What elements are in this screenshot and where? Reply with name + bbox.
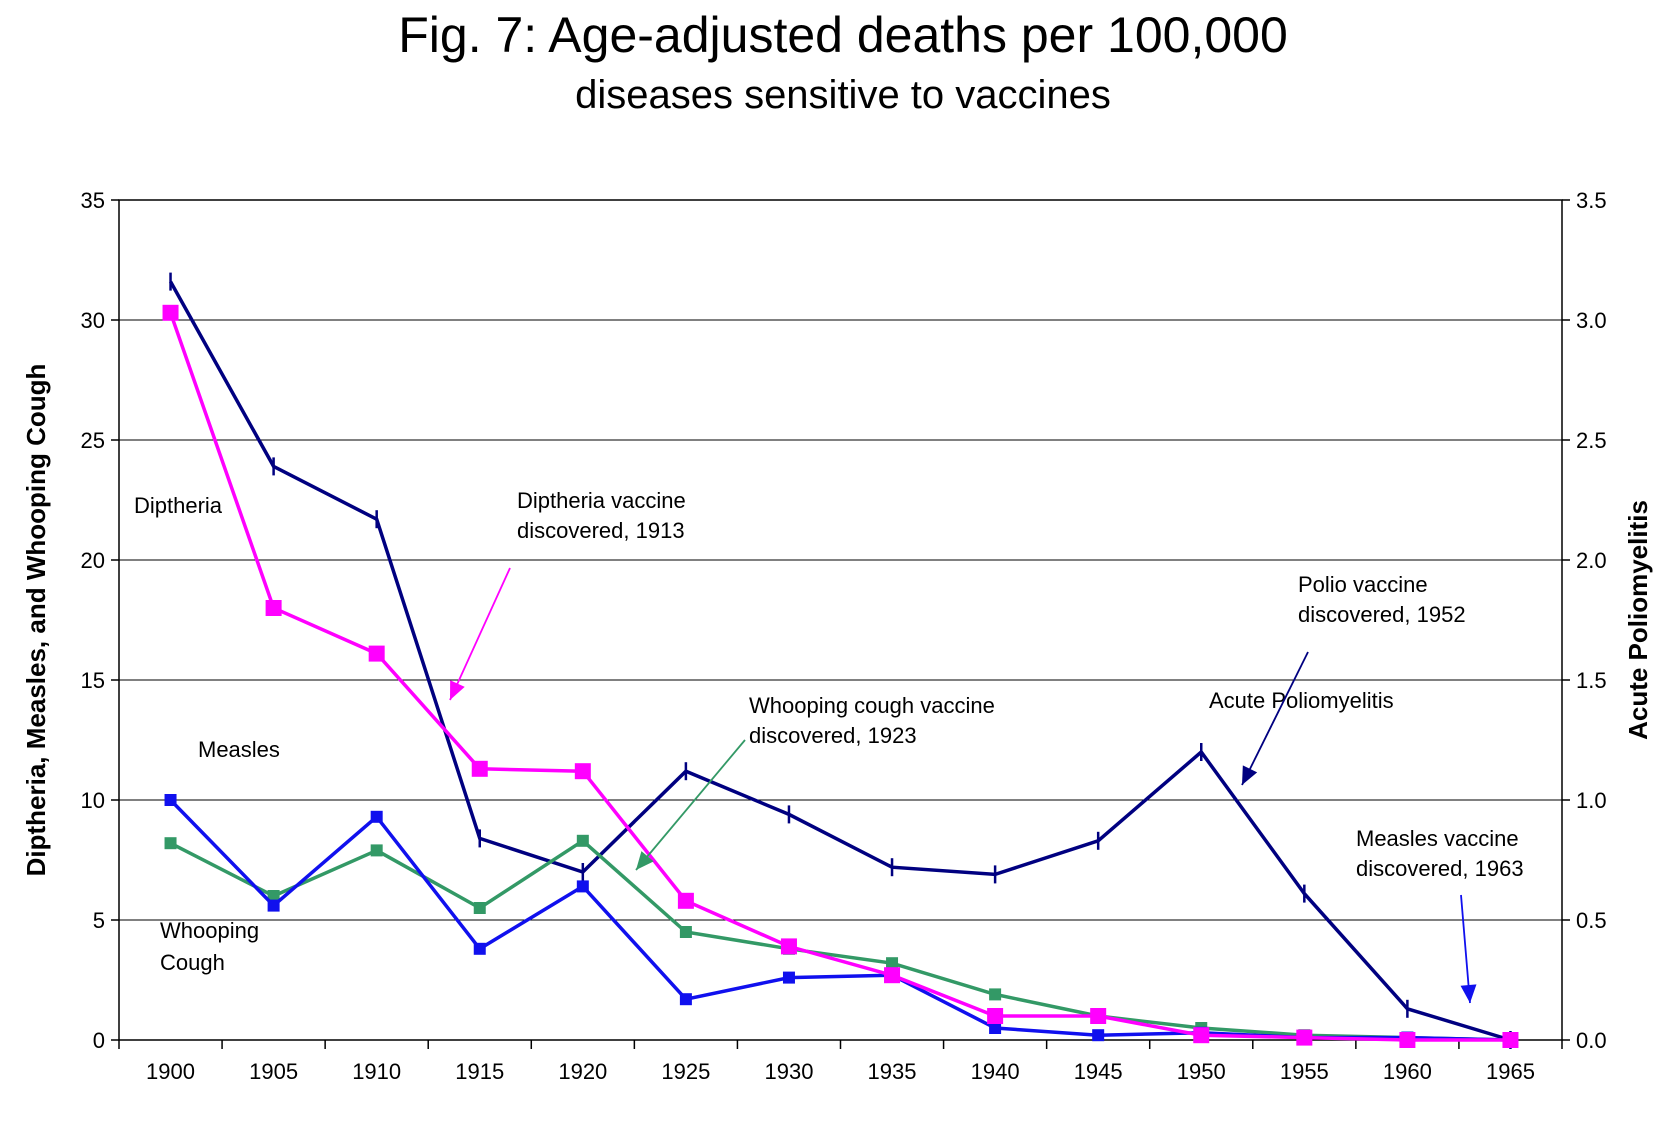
measles-point <box>782 971 795 984</box>
x-tick-label: 1960 <box>1383 1059 1432 1084</box>
annotation-text: discovered, 1963 <box>1356 856 1524 881</box>
measles-point <box>164 794 177 806</box>
annotation-arrow <box>635 739 746 871</box>
diptheria-point <box>1193 1027 1210 1044</box>
annotation-arrow <box>1460 894 1471 1004</box>
diptheria-point <box>1502 1032 1519 1048</box>
diptheria-point <box>265 600 282 616</box>
diptheria-point <box>884 967 901 984</box>
y-tick-label: 25 <box>81 428 105 453</box>
measles-point <box>370 810 383 823</box>
series-label: Whooping <box>160 918 259 943</box>
x-tick-label: 1910 <box>352 1059 401 1084</box>
x-tick-label: 1920 <box>558 1059 607 1084</box>
annotation-arrowhead <box>1460 984 1477 1003</box>
y2-tick-label: 1.0 <box>1576 788 1607 813</box>
y2-tick-label: 0.0 <box>1576 1028 1607 1053</box>
series-label: Measles <box>198 737 280 762</box>
x-tick-label: 1900 <box>146 1059 195 1084</box>
x-tick-label: 1945 <box>1074 1059 1123 1084</box>
whooping-cough-point <box>164 837 177 850</box>
whooping-cough-point <box>989 988 1002 1001</box>
annotation-arrowhead <box>1242 765 1258 785</box>
annotation-text: discovered, 1923 <box>749 723 917 748</box>
annotation-text: Diptheria vaccine <box>517 488 686 513</box>
annotation-text: Whooping cough vaccine <box>749 693 995 718</box>
series-label: Cough <box>160 950 225 975</box>
annotation-arrow <box>449 567 511 701</box>
whooping-cough-point <box>473 902 486 914</box>
chart-title: Fig. 7: Age-adjusted deaths per 100,000 <box>398 7 1288 63</box>
measles-point <box>267 899 280 912</box>
x-tick-label: 1965 <box>1486 1059 1535 1084</box>
x-tick-label: 1955 <box>1280 1059 1329 1084</box>
whooping-cough-point <box>886 957 899 970</box>
annotation-arrowhead <box>636 851 654 870</box>
annotation-arrow <box>1241 651 1309 786</box>
whooping-cough-line <box>169 838 1511 1042</box>
diptheria-point <box>162 304 179 321</box>
y2-axis-label: Acute Poliomyelitis <box>1623 500 1653 740</box>
series-label: Diptheria <box>134 493 223 518</box>
measles-point <box>1092 1029 1105 1042</box>
x-tick-label: 1930 <box>764 1059 813 1084</box>
measles-point <box>576 880 589 893</box>
y-axis-label: Diptheria, Measles, and Whooping Cough <box>21 364 51 877</box>
y-tick-label: 15 <box>81 668 105 693</box>
y2-tick-label: 1.5 <box>1576 668 1607 693</box>
diptheria-point <box>677 892 694 909</box>
x-tick-label: 1905 <box>249 1059 298 1084</box>
measles-point <box>679 993 692 1006</box>
diptheria-point <box>368 645 385 662</box>
whooping-cough-point <box>370 844 383 857</box>
annotation-arrowhead <box>450 680 465 700</box>
annotation-text: discovered, 1913 <box>517 518 685 543</box>
whooping-cough-point <box>576 834 589 847</box>
x-tick-label: 1940 <box>971 1059 1020 1084</box>
diptheria-line <box>168 312 1511 1042</box>
measles-point <box>989 1022 1002 1034</box>
y-tick-label: 5 <box>93 908 105 933</box>
chart-subtitle: diseases sensitive to vaccines <box>575 73 1111 117</box>
annotation-text: Measles vaccine <box>1356 826 1519 851</box>
x-tick-label: 1935 <box>868 1059 917 1084</box>
diptheria-point <box>780 938 797 955</box>
y-tick-label: 0 <box>93 1028 105 1053</box>
whooping-cough-point <box>267 890 280 902</box>
y2-tick-label: 2.5 <box>1576 428 1607 453</box>
y2-tick-label: 2.0 <box>1576 548 1607 573</box>
annotation-text: discovered, 1952 <box>1298 602 1466 627</box>
diptheria-point <box>1399 1032 1416 1048</box>
y2-tick-label: 3.0 <box>1576 308 1607 333</box>
x-tick-label: 1925 <box>661 1059 710 1084</box>
x-tick-label: 1950 <box>1177 1059 1226 1084</box>
series-label: Acute Poliomyelitis <box>1209 688 1394 713</box>
y-tick-label: 35 <box>81 188 105 213</box>
diptheria-point <box>471 760 488 777</box>
measles-point <box>473 942 486 955</box>
y2-tick-label: 0.5 <box>1576 908 1607 933</box>
y-tick-label: 30 <box>81 308 105 333</box>
diptheria-point <box>1296 1029 1313 1046</box>
whooping-cough-point <box>679 926 692 938</box>
diptheria-point <box>987 1008 1004 1024</box>
acute-poliomyelitis-line <box>169 280 1511 1042</box>
annotation-text: Polio vaccine <box>1298 572 1428 597</box>
x-tick-label: 1915 <box>455 1059 504 1084</box>
y-tick-label: 10 <box>81 788 105 813</box>
y-tick-label: 20 <box>81 548 105 573</box>
diptheria-point <box>1090 1008 1107 1024</box>
y2-tick-label: 3.5 <box>1576 188 1607 213</box>
diptheria-point <box>574 763 591 780</box>
